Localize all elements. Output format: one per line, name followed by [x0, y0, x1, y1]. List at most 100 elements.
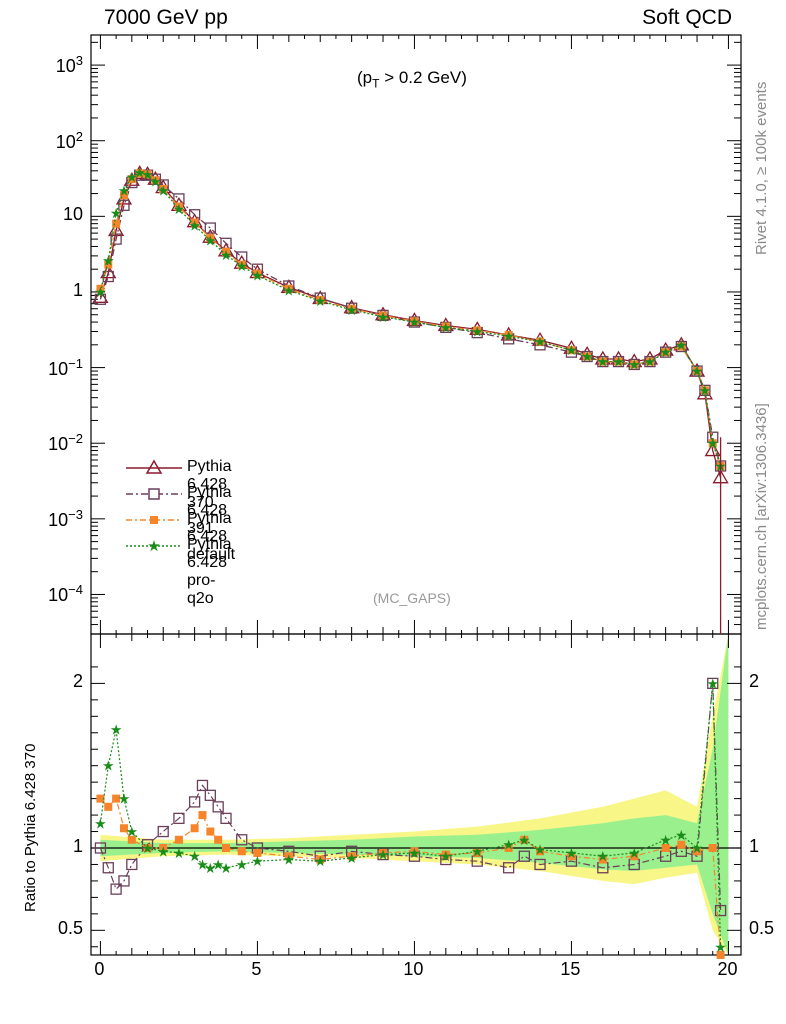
y-tick-label: 102	[55, 128, 83, 152]
data-point	[253, 269, 262, 278]
data-point	[284, 284, 293, 293]
legend-label: Pythia 6.428 pro-q2o	[187, 536, 232, 607]
ratio-data-point	[212, 801, 224, 813]
ratio-data-point: ★	[691, 841, 704, 857]
ratio-data-point	[504, 844, 513, 852]
ratio-data-point: ★	[706, 676, 719, 692]
ratio-data-point: ★	[212, 857, 225, 873]
data-point: ★	[597, 355, 610, 371]
data-point: ★	[440, 320, 453, 336]
y-tick-label: 10	[62, 204, 83, 225]
collision-title: 7000 GeV pp	[104, 6, 228, 29]
ratio-data-point: ★	[628, 846, 641, 862]
ratio-data-point	[188, 796, 201, 808]
ratio-data-point: ★	[141, 841, 154, 857]
data-point	[691, 365, 703, 377]
analysis-label: (MC_GAPS)	[373, 590, 451, 606]
data-point	[693, 367, 702, 376]
ratio-data-point: ★	[102, 759, 115, 775]
ratio-data-point: ★	[659, 833, 672, 849]
data-series: ★★★★★★★★★★★★★★★★★★ ★ ★ ★ ★ ★ ★★ ★ ★ ★ ★ ★★ ★★★★★★★★★…	[92, 165, 729, 959]
y-tick-label: 10−1	[48, 355, 83, 379]
data-point: ★	[699, 383, 712, 399]
ratio-data-point	[284, 852, 293, 861]
y-tick-label: 1	[72, 279, 83, 300]
data-point	[204, 222, 216, 234]
ratio-data-point	[118, 875, 130, 887]
cut-label: (pT > 0.2 GeV)	[357, 68, 467, 91]
data-point: ★	[283, 283, 296, 299]
data-point: ★	[345, 303, 358, 319]
data-point: ★	[581, 350, 594, 366]
ratio-series-line	[99, 683, 722, 947]
ratio-data-point	[102, 862, 114, 874]
data-point	[440, 321, 452, 334]
ratio-data-point: ★	[597, 849, 610, 865]
ratio-data-point: ★	[94, 816, 107, 832]
ratio-data-point	[518, 850, 530, 862]
data-point	[504, 330, 513, 339]
ratio-data-point	[316, 855, 325, 864]
ratio-data-point	[236, 834, 248, 846]
data-point	[677, 342, 686, 351]
ratio-y-axis-label: Ratio to Pythia 6.428 370	[22, 743, 39, 912]
data-point: ★	[110, 206, 123, 222]
ratio-data-point: ★	[345, 851, 358, 867]
data-point: ★	[141, 167, 154, 183]
data-point: ★	[644, 355, 657, 371]
ratio-data-point	[237, 847, 246, 856]
data-point	[644, 355, 656, 368]
rivet-label: Rivet 4.1.0, ≥ 100k events	[753, 81, 770, 255]
x-tick-label: 5	[251, 959, 262, 979]
ratio-data-point	[410, 847, 419, 856]
data-point	[628, 358, 640, 371]
data-point: ★	[628, 357, 641, 373]
data-point	[699, 384, 711, 397]
data-point: ★	[94, 285, 107, 301]
data-point	[316, 296, 325, 305]
data-point: ★	[408, 315, 421, 331]
data-point: ★	[706, 436, 719, 452]
data-point: ★	[471, 325, 484, 341]
axes-frames	[90, 34, 742, 956]
legend-label: Pythia 6.428 370	[187, 458, 232, 511]
ratio-data-point	[104, 802, 113, 811]
data-point	[104, 260, 113, 269]
y-tick-label: 10−2	[48, 431, 83, 455]
filled-square-icon	[126, 516, 182, 524]
data-point	[127, 175, 136, 184]
ratio-y-tick-label: 1	[72, 836, 83, 856]
data-point: ★	[314, 294, 327, 310]
ratio-data-point: ★	[502, 838, 515, 854]
data-point: ★	[691, 364, 704, 380]
data-point: ★	[612, 355, 625, 371]
ratio-y-tick-label: 2	[749, 671, 760, 692]
ratio-data-point: ★	[471, 844, 484, 860]
ratio-data-point	[598, 855, 607, 864]
data-point: ★	[204, 233, 217, 249]
data-point	[410, 317, 419, 326]
ratio-data-point: ★	[675, 828, 688, 844]
data-point	[94, 293, 107, 305]
y-tick-label: 103	[55, 53, 83, 77]
ratio-data-point	[567, 852, 576, 861]
data-point: ★	[118, 183, 131, 199]
ratio-data-point: ★	[196, 857, 209, 873]
ratio-data-point: ★	[157, 844, 170, 860]
data-point	[377, 309, 389, 322]
x-tick-label: 20	[717, 959, 738, 979]
ratio-data-point	[347, 852, 356, 861]
data-point: ★	[133, 165, 146, 181]
ratio-data-point	[126, 858, 138, 871]
ratio-data-point	[119, 824, 128, 833]
ratio-data-point: ★	[565, 846, 578, 862]
data-point	[119, 191, 128, 200]
data-point	[107, 222, 125, 237]
ratio-data-point: ★	[235, 857, 248, 873]
ratio-data-point	[222, 844, 231, 852]
ratio-data-point: ★	[118, 792, 131, 808]
square-icon	[126, 488, 182, 500]
x-tick-label: 15	[560, 959, 581, 979]
data-point: ★	[173, 202, 186, 218]
data-point	[237, 260, 246, 269]
